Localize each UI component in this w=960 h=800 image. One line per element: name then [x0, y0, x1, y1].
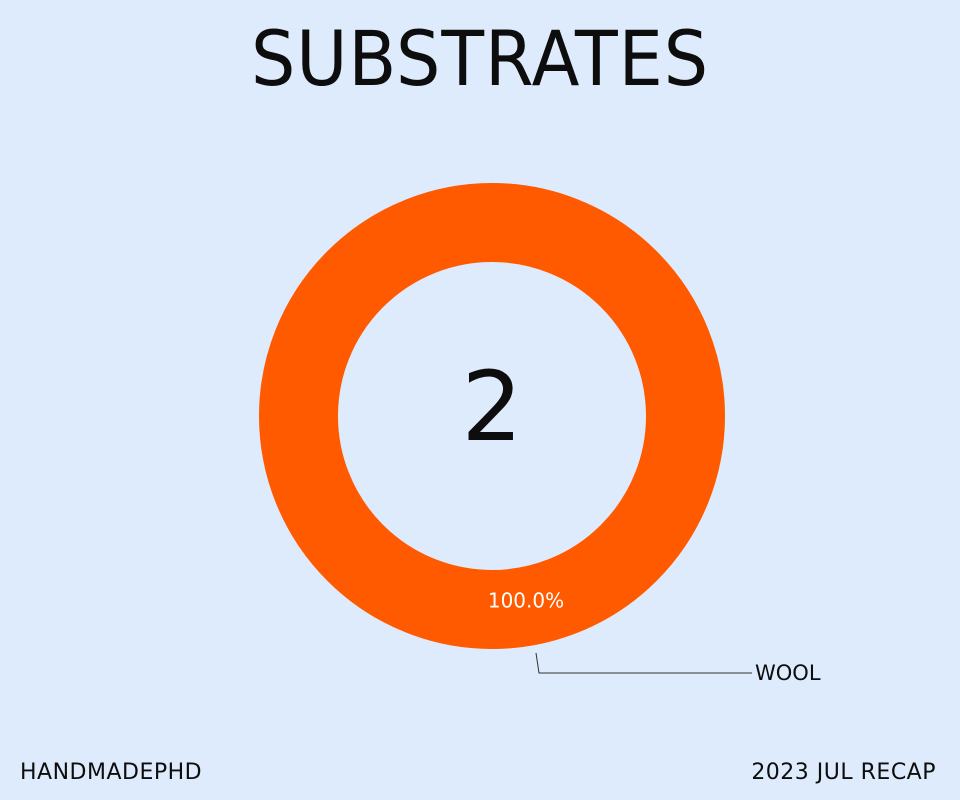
footer-brand: HANDMADEPHD [20, 760, 203, 785]
center-value: 2 [461, 351, 522, 463]
slice-leader-line [535, 652, 752, 674]
chart-title: SUBSTRATES [250, 14, 710, 103]
donut-slice-wool [259, 183, 725, 649]
footer-period: 2023 JUL RECAP [751, 760, 936, 785]
labels-layer: 100.0% WOOL [488, 589, 821, 686]
slice-percent-label: 100.0% [488, 589, 564, 613]
slices-layer [259, 183, 725, 649]
slice-category-label: WOOL [755, 661, 821, 685]
